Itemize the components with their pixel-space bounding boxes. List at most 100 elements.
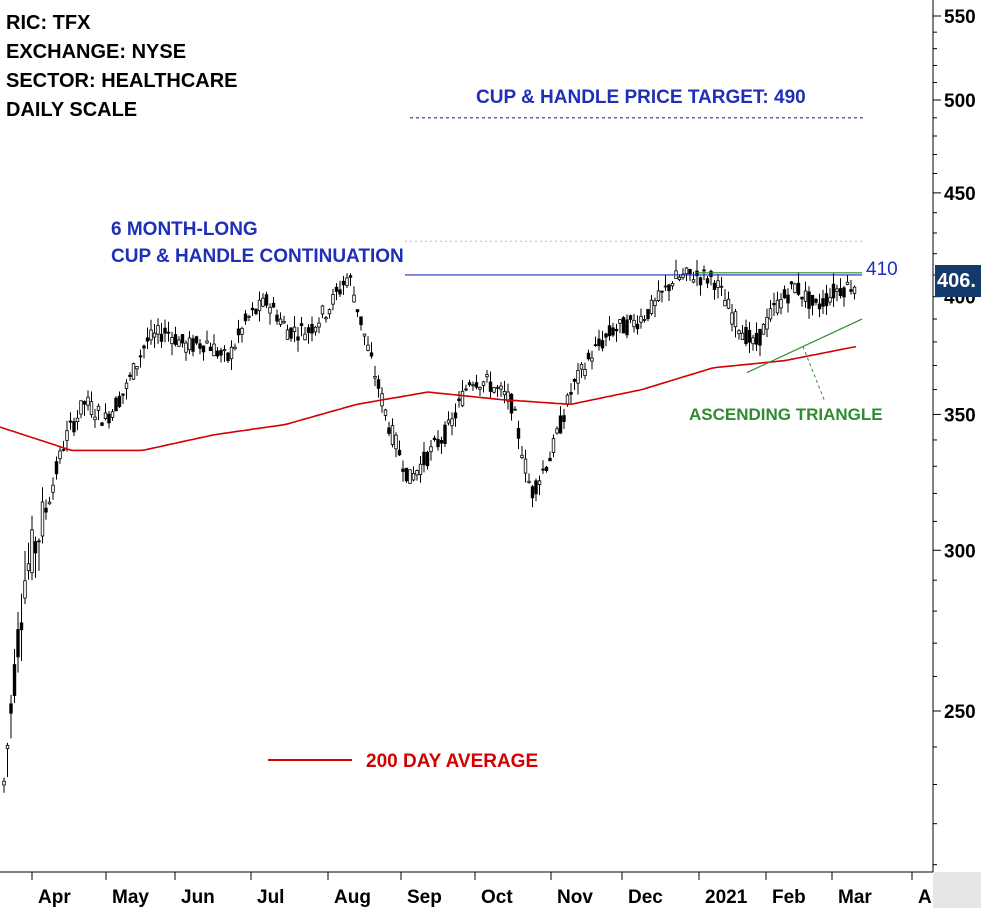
candle-body [334,286,339,292]
candle-body [747,329,752,343]
candle-body [590,357,594,362]
candle-body [65,430,69,441]
candle-body [184,342,188,353]
candle-body [254,308,258,315]
x-tick-label: Aug [334,887,371,908]
candle-body [292,326,297,333]
candle-body [131,363,136,380]
candle-body [478,386,482,390]
candle-body [166,331,171,334]
candle-body [653,300,657,307]
candle-body [520,454,524,458]
candle-body [453,412,458,419]
candle-body [250,307,255,311]
candle-body [712,282,717,291]
candle-body [471,384,475,387]
candle-body [138,355,143,358]
candle-body [173,334,178,345]
price-target-label: CUP & HANDLE PRICE TARGET: 490 [476,87,806,108]
candle-body [709,270,713,277]
candle-body [649,299,654,314]
candle-body [201,345,206,353]
candle-body [439,440,444,444]
candle-body [9,703,13,714]
candle-body [331,293,335,305]
candle-body [345,277,349,286]
candle-body [632,319,636,328]
pattern-label-line1: 6 MONTH-LONG [111,219,258,240]
candle-body [212,343,216,357]
candle-body [821,298,825,307]
candle-body [89,401,94,416]
candle-body [100,422,104,426]
candle-body [831,283,836,299]
candle-body [54,461,59,475]
candle-body [198,343,202,349]
candle-body [114,397,118,412]
candle-body [404,467,409,482]
candle-body [285,329,290,340]
pattern-label-line2: CUP & HANDLE CONTINUATION [111,246,404,267]
candle-body [163,327,167,334]
candle-body [191,338,195,352]
candle-body [849,289,853,292]
candle-body [93,416,97,421]
candle-body [2,780,6,786]
candle-body [19,622,24,631]
candle-body [401,468,405,472]
candle-body [807,291,811,309]
candle-body [817,303,822,310]
candle-body [299,323,304,326]
y-tick-label: 450 [944,184,976,205]
candle-body [324,317,328,320]
candle-body [121,393,125,396]
candle-body [481,381,486,386]
candle-body [842,287,846,298]
candle-body [572,378,577,382]
triangle-bottom-line [746,318,863,374]
scale-label: DAILY SCALE [6,99,138,121]
triangle-pointer [802,346,826,403]
candle-body [502,390,507,396]
candle-body [40,501,45,537]
candle-body [642,319,647,321]
candle-body [800,296,804,300]
candle-body [733,311,738,328]
candle-body [751,337,755,345]
candle-body [740,332,745,340]
candle-body [278,318,283,325]
x-tick-label: Mar [838,887,872,908]
candle-body [219,350,223,356]
candle-body [835,288,839,292]
candle-body [418,463,423,476]
x-tick-label: Nov [557,887,593,908]
candle-body [628,315,633,320]
candle-body [383,409,388,416]
candle-body [548,457,552,462]
candle-body [338,289,342,295]
candle-body [436,438,440,448]
x-tick-label: Oct [481,887,513,908]
candle-body [509,393,514,414]
candle-body [716,280,720,288]
candle-body [313,326,318,333]
candle-body [233,346,237,350]
candle-body [597,338,601,347]
candle-body [541,468,545,471]
candle-body [236,328,241,336]
candle-body [583,368,587,377]
candle-body [229,346,234,360]
candle-body [411,473,416,481]
candle-body [387,427,391,434]
candle-body [744,326,748,345]
candle-body [551,438,556,453]
candle-body [779,299,783,309]
candle-body [261,297,265,307]
candle-body [72,421,76,433]
candle-body [44,507,48,513]
candle-body [614,328,619,332]
candle-body [607,325,612,337]
candle-body [75,417,80,422]
candle-body [485,374,489,378]
